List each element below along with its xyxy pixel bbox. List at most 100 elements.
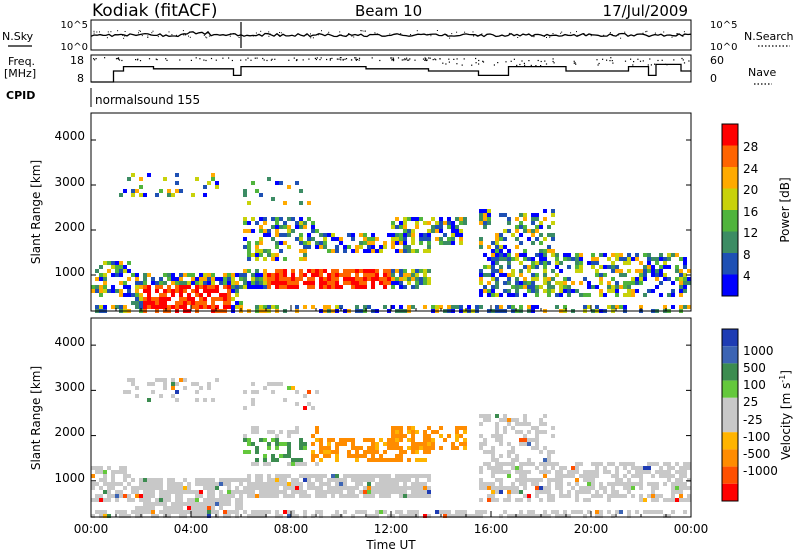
power-cell	[255, 241, 259, 245]
velocity-cell	[383, 458, 387, 462]
nave-dot	[632, 64, 634, 66]
velocity-cell	[427, 494, 431, 498]
power-cell	[171, 193, 175, 197]
velocity-cell	[447, 514, 451, 518]
velocity-cell	[255, 446, 259, 450]
power-cell	[515, 289, 519, 293]
power-cell	[435, 305, 439, 309]
nsearch-dot	[340, 34, 342, 36]
power-cell	[367, 237, 371, 241]
velocity-cell	[267, 494, 271, 498]
velocity-cell	[251, 402, 255, 406]
velocity-cell	[399, 438, 403, 442]
nsearch-dot	[141, 35, 143, 37]
velocity-cell	[659, 466, 663, 470]
power-cell	[119, 281, 123, 285]
nave-dot	[528, 60, 530, 62]
nave-dot	[478, 59, 480, 62]
velocity-cell	[359, 474, 363, 478]
velocity-cell	[231, 494, 235, 498]
velocity-cell	[259, 514, 263, 518]
velocity-cell	[399, 434, 403, 438]
velocity-cell	[255, 390, 259, 394]
nave-dot	[358, 57, 361, 59]
power-cell	[227, 293, 231, 297]
velocity-cell	[143, 510, 147, 514]
power-cell	[111, 265, 115, 269]
power-cell	[363, 277, 367, 281]
velocity-cell	[611, 494, 615, 498]
nave-dot	[270, 59, 272, 61]
velocity-cell	[483, 418, 487, 422]
power-cell	[507, 265, 511, 269]
nave-dot	[575, 63, 577, 65]
velocity-cell	[387, 494, 391, 498]
power-cell	[359, 285, 363, 289]
velocity-cell	[579, 490, 583, 494]
power-cell	[235, 305, 239, 309]
velocity-cell	[599, 494, 603, 498]
nsearch-dot	[533, 36, 535, 38]
power-cell	[331, 285, 335, 289]
nave-dot	[573, 60, 575, 62]
velocity-cb-cell	[722, 329, 738, 347]
velocity-cell	[283, 442, 287, 446]
velocity-cell	[479, 466, 483, 470]
power-cell	[255, 245, 259, 249]
velocity-cell	[131, 486, 135, 490]
velocity-cell	[179, 486, 183, 490]
velocity-cell	[491, 466, 495, 470]
power-cell	[647, 257, 651, 261]
velocity-cell	[215, 498, 219, 502]
nave-dot	[650, 64, 652, 66]
velocity-cell	[499, 514, 503, 518]
power-cell	[487, 293, 491, 297]
velocity-cell	[519, 474, 523, 478]
velocity-cell	[591, 474, 595, 478]
velocity-cell	[259, 486, 263, 490]
velocity-cell	[307, 494, 311, 498]
velocity-cell	[155, 502, 159, 506]
power-cell	[251, 285, 255, 289]
velocity-cell	[159, 502, 163, 506]
velocity-cell	[599, 482, 603, 486]
velocity-cell	[163, 514, 167, 518]
power-cell	[507, 293, 511, 297]
nsearch-dot	[654, 32, 656, 34]
power-cell	[563, 305, 567, 309]
velocity-cell	[363, 454, 367, 458]
velocity-cell	[515, 514, 519, 518]
power-cell	[255, 277, 259, 281]
power-cell	[95, 305, 99, 309]
power-cell	[495, 253, 499, 257]
velocity-cell	[247, 486, 251, 490]
power-cell	[551, 209, 555, 213]
power-cell	[387, 233, 391, 237]
power-cell	[187, 297, 191, 301]
power-cell	[383, 285, 387, 289]
velocity-cell	[427, 446, 431, 450]
power-cell	[115, 269, 119, 273]
nsearch-dot	[363, 30, 365, 32]
velocity-cell	[599, 462, 603, 466]
velocity-cell	[111, 478, 115, 482]
velocity-cell	[255, 458, 259, 462]
power-cb-tick-20: 20	[743, 183, 758, 197]
power-cell	[103, 261, 107, 265]
power-cell	[299, 221, 303, 225]
velocity-cell	[555, 478, 559, 482]
velocity-cell	[479, 510, 483, 514]
power-cb-cell	[722, 145, 738, 167]
power-cell	[503, 237, 507, 241]
power-cell	[495, 233, 499, 237]
velocity-cell	[627, 514, 631, 518]
velocity-cell	[639, 482, 643, 486]
power-cell	[179, 285, 183, 289]
velocity-cell	[175, 486, 179, 490]
velocity-cell	[175, 506, 179, 510]
nsearch-dot	[339, 31, 341, 33]
velocity-cell	[427, 426, 431, 430]
power-cell	[271, 217, 275, 221]
power-cell	[459, 229, 463, 233]
velocity-cell	[127, 482, 131, 486]
